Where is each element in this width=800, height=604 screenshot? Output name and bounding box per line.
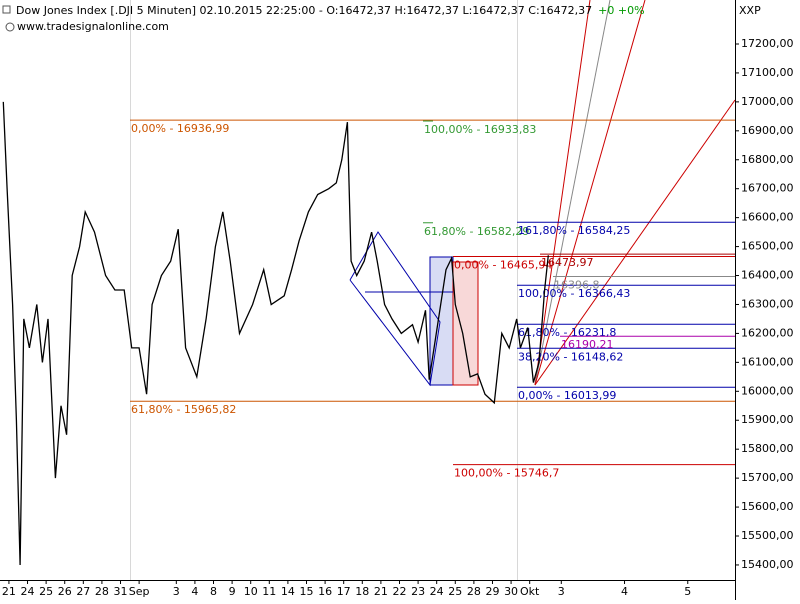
y-tick-label: 16300,00	[741, 297, 794, 310]
x-tick-label: Okt	[520, 585, 540, 598]
level-label: 61,80% - 15965,82	[131, 403, 236, 416]
level-label: 0,00% - 16013,99	[518, 389, 616, 402]
y-tick-label: 15500,00	[741, 529, 794, 542]
price-line	[2, 101, 549, 566]
x-tick-label: 15	[299, 585, 313, 598]
x-tick-label: 4	[191, 585, 198, 598]
axis-label: XXP	[739, 4, 761, 17]
fan-line	[534, 99, 736, 386]
y-tick-label: 17100,00	[741, 66, 794, 79]
level-label: 16190,21	[561, 338, 614, 351]
x-tick-label: 4	[621, 585, 628, 598]
level-label: 100,00% - 16933,83	[424, 123, 536, 136]
x-tick-label: Sep	[129, 585, 150, 598]
x-tick-label: 28	[467, 585, 481, 598]
y-tick-label: 15600,00	[741, 500, 794, 513]
y-tick-label: 15400,00	[741, 558, 794, 571]
x-tick-label: 8	[210, 585, 217, 598]
chart-title: Dow Jones Index [.DJI 5 Minuten] 02.10.2…	[16, 4, 592, 17]
x-tick-label: 17	[337, 585, 351, 598]
x-tick-label: 31	[114, 585, 128, 598]
level-label: 100,00% - 16366,43	[518, 287, 630, 300]
x-tick-label: 24	[21, 585, 35, 598]
icon	[5, 22, 15, 32]
x-tick-label: 10	[244, 585, 258, 598]
level-label: 16396,8	[554, 278, 600, 291]
level-label: 161,80% - 16584,25	[518, 224, 630, 237]
change: +0 +0%	[598, 4, 644, 17]
fan-line	[534, 0, 591, 386]
y-tick-label: 16400,00	[741, 269, 794, 282]
x-tick-label: 29	[485, 585, 499, 598]
icon	[2, 5, 11, 14]
x-tick-label: 25	[39, 585, 53, 598]
y-tick-label: 16700,00	[741, 182, 794, 195]
x-tick-label: 25	[448, 585, 462, 598]
y-tick-label: 17000,00	[741, 95, 794, 108]
level-label: 16473,97	[541, 256, 594, 269]
y-tick-label: 16200,00	[741, 326, 794, 339]
level-label: 0,00% - 16465,94	[454, 258, 552, 271]
y-tick-label: 16900,00	[741, 124, 794, 137]
level-label: 38,20% - 16148,62	[518, 350, 623, 363]
y-tick-label: 16800,00	[741, 153, 794, 166]
level-label: 0,00% - 16936,99	[131, 122, 229, 135]
x-tick-label: 14	[281, 585, 295, 598]
subtitle: www.tradesignalonline.com	[17, 20, 169, 33]
x-tick-label: 11	[262, 585, 276, 598]
y-tick-label: 15700,00	[741, 471, 794, 484]
x-tick-label: 26	[58, 585, 72, 598]
x-tick-label: 28	[95, 585, 109, 598]
x-tick-label: 21	[374, 585, 388, 598]
x-tick-label: 18	[355, 585, 369, 598]
x-tick-label: 22	[392, 585, 406, 598]
y-tick-label: 16100,00	[741, 355, 794, 368]
y-tick-label: 15800,00	[741, 442, 794, 455]
x-tick-label: 3	[173, 585, 180, 598]
y-tick-label: 15900,00	[741, 413, 794, 426]
range-box	[452, 261, 479, 386]
fan-line	[534, 0, 646, 386]
x-tick-label: 5	[684, 585, 691, 598]
x-tick-label: 24	[430, 585, 444, 598]
level-label: 100,00% - 15746,7	[454, 467, 559, 480]
y-tick-label: 16600,00	[741, 211, 794, 224]
y-tick-label: 16500,00	[741, 240, 794, 253]
fan-line	[534, 0, 611, 386]
x-tick-label: 21	[2, 585, 16, 598]
y-tick-label: 17200,00	[741, 37, 794, 50]
level-label: 61,80% - 16582,29	[424, 225, 529, 238]
x-tick-label: 16	[318, 585, 332, 598]
x-tick-label: 3	[558, 585, 565, 598]
x-tick-label: 9	[229, 585, 236, 598]
y-tick-label: 16000,00	[741, 384, 794, 397]
x-tick-label: 27	[76, 585, 90, 598]
x-tick-label: 23	[411, 585, 425, 598]
channel	[349, 231, 441, 387]
x-tick-label: 30	[504, 585, 518, 598]
